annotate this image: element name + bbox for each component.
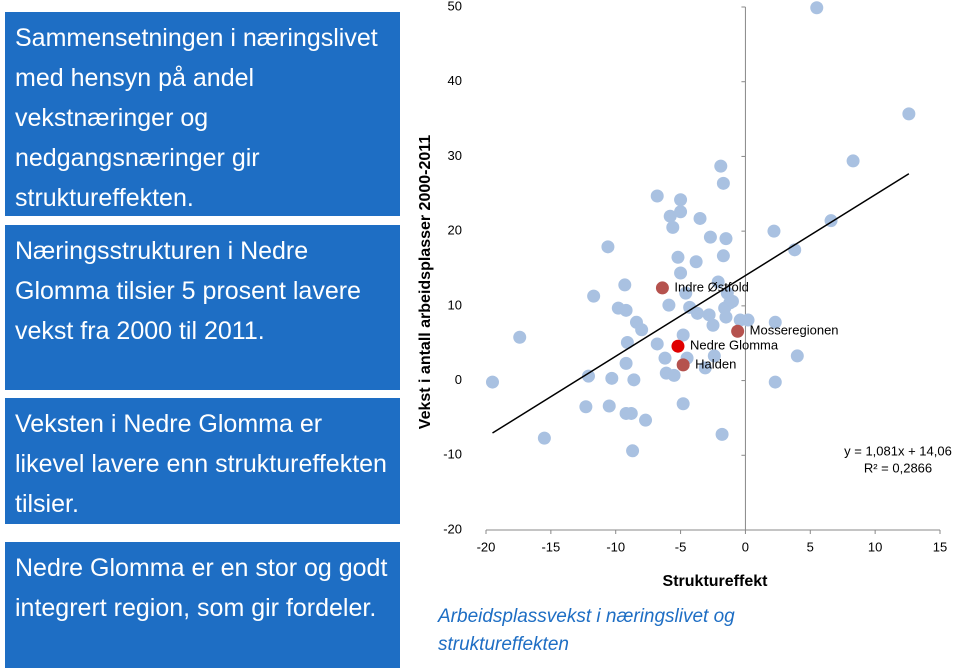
point	[693, 211, 707, 225]
point	[674, 193, 688, 207]
point	[768, 315, 782, 329]
y-tick-label: 10	[448, 297, 462, 312]
point	[711, 275, 725, 289]
point	[624, 406, 638, 420]
point	[707, 349, 721, 363]
caption-line: Arbeidsplassvekst i næringslivet og	[437, 606, 735, 627]
point	[846, 154, 860, 168]
x-tick-label: -15	[541, 539, 560, 554]
point	[513, 330, 527, 344]
point	[602, 399, 616, 413]
x-tick-label: -20	[477, 539, 496, 554]
y-tick-label: 30	[448, 148, 462, 163]
highlight-point	[671, 339, 685, 353]
point	[579, 400, 593, 414]
point	[581, 369, 595, 383]
point	[714, 159, 728, 173]
point	[810, 1, 824, 15]
point	[662, 298, 676, 312]
x-axis-label: Struktureffekt	[663, 573, 769, 590]
point	[716, 249, 730, 263]
highlight-point	[676, 358, 690, 372]
point	[706, 318, 720, 332]
point	[674, 266, 688, 280]
x-tick-label: -10	[606, 539, 625, 554]
point	[667, 368, 681, 382]
point	[716, 176, 730, 190]
point	[601, 240, 615, 254]
point	[650, 337, 664, 351]
point-label: Mosseregionen	[750, 323, 839, 338]
point	[674, 205, 688, 219]
point	[619, 356, 633, 370]
text-box: Nedre Glomma er en stor og godt integrer…	[5, 542, 400, 668]
point	[619, 303, 633, 317]
y-tick-label: 20	[448, 223, 462, 238]
caption-line: struktureffekten	[438, 634, 569, 655]
caption: Arbeidsplassvekst i næringslivet og struk…	[437, 606, 735, 655]
point	[689, 255, 703, 269]
point	[671, 250, 685, 264]
point	[698, 361, 712, 375]
point	[620, 335, 634, 349]
point	[703, 230, 717, 244]
text-box: Næringsstrukturen i Nedre Glomma tilsier…	[5, 225, 400, 390]
trendline	[492, 173, 910, 434]
point	[666, 220, 680, 234]
x-tick-label: -5	[675, 539, 687, 554]
point	[767, 224, 781, 238]
y-tick-label: -10	[443, 447, 462, 462]
point-label: Nedre Glomma	[690, 338, 779, 353]
point	[790, 349, 804, 363]
point	[658, 351, 672, 365]
point	[626, 444, 640, 458]
y-tick-label: 50	[448, 0, 462, 13]
x-tick-label: 10	[868, 539, 882, 554]
point	[690, 306, 704, 320]
y-axis-label: Vekst i antall arbeidsplasser 2000-2011	[417, 135, 434, 430]
point-label: Halden	[695, 356, 736, 371]
x-tick-label: 5	[807, 539, 814, 554]
point	[741, 313, 755, 327]
point	[719, 232, 733, 246]
point	[650, 189, 664, 203]
point	[618, 278, 632, 292]
y-tick-label: 40	[448, 73, 462, 88]
point-label: Indre Østfold	[674, 279, 748, 294]
x-tick-label: 15	[933, 539, 947, 554]
point	[639, 413, 653, 427]
highlight-point	[731, 324, 745, 338]
point	[725, 294, 739, 308]
point	[768, 375, 782, 389]
point	[485, 375, 499, 389]
point	[627, 373, 641, 387]
point	[719, 310, 733, 324]
text-box: Veksten i Nedre Glomma er likevel lavere…	[5, 398, 400, 524]
y-tick-label: -20	[443, 521, 462, 536]
point	[587, 289, 601, 303]
trendline-r2: R² = 0,2866	[864, 460, 932, 475]
point	[537, 431, 551, 445]
point	[676, 328, 690, 342]
point	[676, 397, 690, 411]
text-box: Sammensetningen i næringslivet med hensy…	[5, 12, 400, 216]
point	[715, 427, 729, 441]
point	[605, 371, 619, 385]
point	[663, 209, 677, 223]
point	[902, 107, 916, 121]
trendline-equation: y = 1,081x + 14,06	[844, 443, 952, 458]
point	[679, 286, 693, 300]
y-tick-label: 0	[455, 372, 462, 387]
point	[635, 323, 649, 337]
highlight-point	[655, 281, 669, 295]
x-tick-label: 0	[742, 539, 749, 554]
point	[702, 308, 716, 322]
